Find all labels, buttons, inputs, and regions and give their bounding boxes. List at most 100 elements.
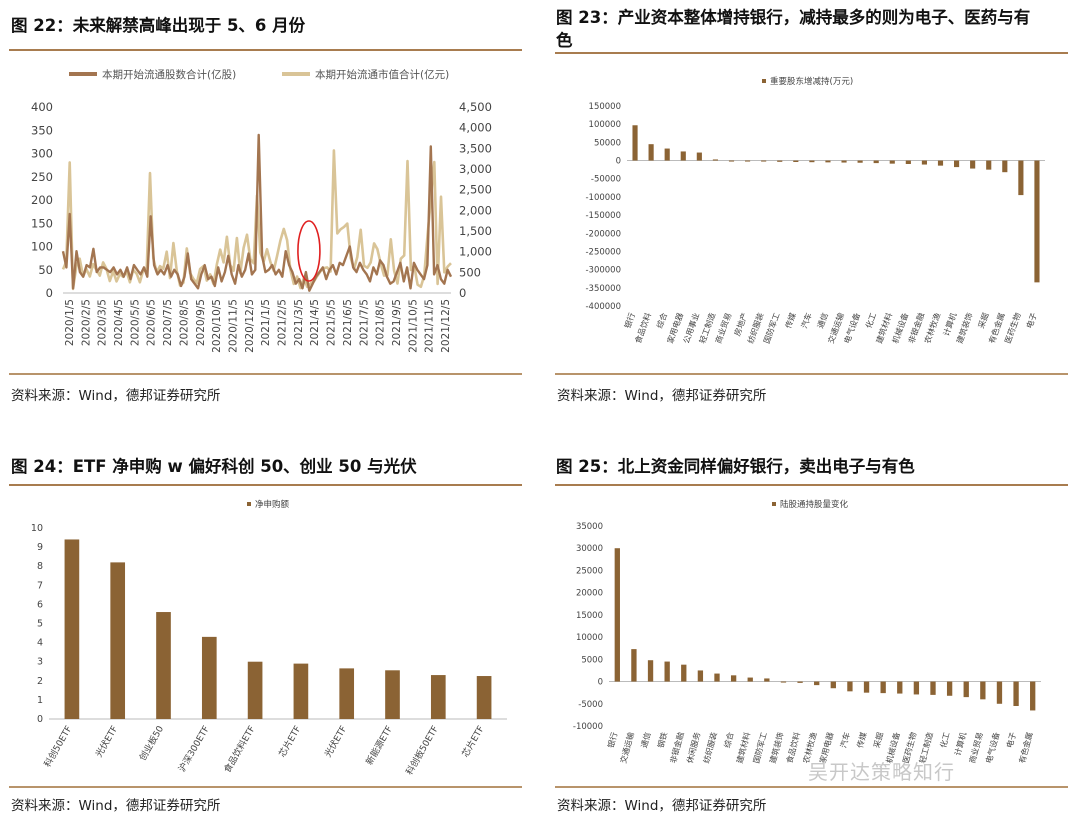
category-label: 芯片ETF — [276, 724, 304, 760]
category-label: 芯片ETF — [459, 724, 487, 760]
figure-22-title: 图 22：未来解禁高峰出现于 5、6 月份 — [11, 16, 306, 35]
category-label: 食品饮料ETF — [221, 724, 258, 775]
bar — [930, 681, 936, 695]
bar — [730, 675, 737, 682]
category-label: 国防军工 — [751, 731, 769, 764]
bar — [814, 681, 820, 686]
y-tick-label: 50000 — [594, 138, 621, 148]
legend-swatch — [762, 79, 766, 83]
bar — [714, 673, 720, 682]
y-right-tick-label: 4,000 — [459, 121, 492, 135]
figure-22-source: 资料来源：Wind，德邦证券研究所 — [11, 388, 221, 404]
bar — [830, 681, 836, 689]
y-right-tick-label: 2,500 — [459, 183, 492, 197]
bar — [937, 160, 944, 166]
x-tick-label: 2020/12/5 — [244, 299, 256, 353]
bar — [632, 125, 638, 161]
x-tick-label: 2021/4/5 — [309, 299, 321, 346]
bar — [905, 160, 911, 164]
category-label: 建筑材料 — [734, 731, 752, 764]
bar — [970, 160, 976, 169]
figure-23-source: 资料来源：Wind，德邦证券研究所 — [557, 388, 767, 404]
y-tick-label: 0 — [616, 157, 621, 167]
bar — [946, 681, 953, 696]
bar — [780, 681, 787, 683]
x-tick-label: 2021/8/5 — [375, 299, 387, 346]
category-label: 建筑装饰 — [767, 731, 785, 764]
bar — [648, 144, 654, 161]
bar — [980, 681, 986, 700]
bar — [761, 160, 767, 162]
y-tick-label: 0 — [37, 714, 43, 725]
bar — [476, 676, 492, 719]
y-tick-label: 10000 — [576, 633, 603, 643]
y-tick-label: -250000 — [585, 247, 621, 257]
bar — [913, 681, 920, 695]
legend-label-2: 本期开始流通市值合计(亿元) — [315, 68, 449, 81]
bar — [728, 160, 735, 162]
category-label: 科创板50ETF — [403, 724, 441, 777]
x-tick-label: 2020/1/5 — [64, 299, 76, 346]
bar — [809, 160, 815, 163]
bar — [156, 612, 171, 719]
y-tick-label: -200000 — [585, 229, 621, 239]
y-right-tick-label: 0 — [459, 286, 466, 300]
bar — [921, 160, 927, 165]
y-left-tick-label: 400 — [31, 100, 53, 114]
y-tick-label: -5000 — [578, 700, 603, 710]
y-right-tick-label: 3,500 — [459, 141, 492, 155]
x-tick-label: 2020/8/5 — [178, 299, 190, 346]
watermark: 吴开达策略知行 — [808, 760, 955, 784]
bar — [680, 151, 686, 161]
bar — [954, 160, 960, 168]
category-label: 电子 — [1024, 311, 1039, 329]
bar — [430, 675, 446, 719]
category-label: 银行 — [605, 731, 619, 749]
bar — [986, 160, 992, 170]
category-label: 汽车 — [799, 311, 814, 329]
y-tick-label: 8 — [37, 561, 43, 572]
bar — [793, 160, 799, 162]
bar — [841, 160, 847, 163]
x-tick-label: 2020/6/5 — [146, 299, 158, 346]
y-tick-label: 100000 — [589, 120, 621, 130]
x-tick-label: 2021/5/5 — [326, 299, 338, 346]
y-tick-label: -50000 — [591, 175, 621, 185]
x-tick-label: 2021/6/5 — [342, 299, 354, 346]
x-tick-label: 2021/1/5 — [260, 299, 272, 346]
bar — [745, 160, 751, 162]
y-tick-label: -300000 — [585, 266, 621, 276]
bar — [697, 670, 704, 682]
figure-23-title-line1: 图 23：产业资本整体增持银行，减持最多的则为电子、医药与有 — [556, 8, 1031, 27]
bar — [1018, 160, 1024, 196]
bar — [385, 670, 400, 719]
category-label: 食品饮料 — [784, 731, 802, 764]
legend-label: 净申购额 — [255, 499, 290, 510]
legend-swatch — [247, 502, 251, 506]
bar — [880, 681, 886, 694]
bar — [747, 677, 753, 682]
legend-label: 陆股通持股量变化 — [780, 499, 849, 510]
y-tick-label: 3 — [37, 657, 43, 668]
bar — [863, 681, 870, 693]
legend-label: 重要股东增减持(万元) — [770, 76, 853, 87]
category-label: 传媒 — [855, 731, 869, 749]
y-right-tick-label: 1,500 — [459, 224, 492, 238]
category-label: 综合 — [654, 311, 669, 329]
y-left-tick-label: 250 — [31, 170, 53, 184]
category-label: 沪深300ETF — [176, 724, 212, 775]
bar — [1013, 681, 1019, 706]
bar — [857, 160, 863, 163]
bar — [889, 160, 895, 164]
x-tick-label: 2021/2/5 — [277, 299, 289, 346]
category-label: 银行 — [622, 311, 637, 329]
category-label: 化工 — [938, 731, 952, 749]
figure-23-bottom-rule — [555, 373, 1068, 375]
bar — [631, 649, 637, 682]
bar — [247, 661, 263, 719]
y-tick-label: 25000 — [576, 566, 603, 576]
bar — [681, 664, 687, 682]
category-label: 房地产 — [732, 311, 750, 337]
bar — [339, 668, 355, 719]
